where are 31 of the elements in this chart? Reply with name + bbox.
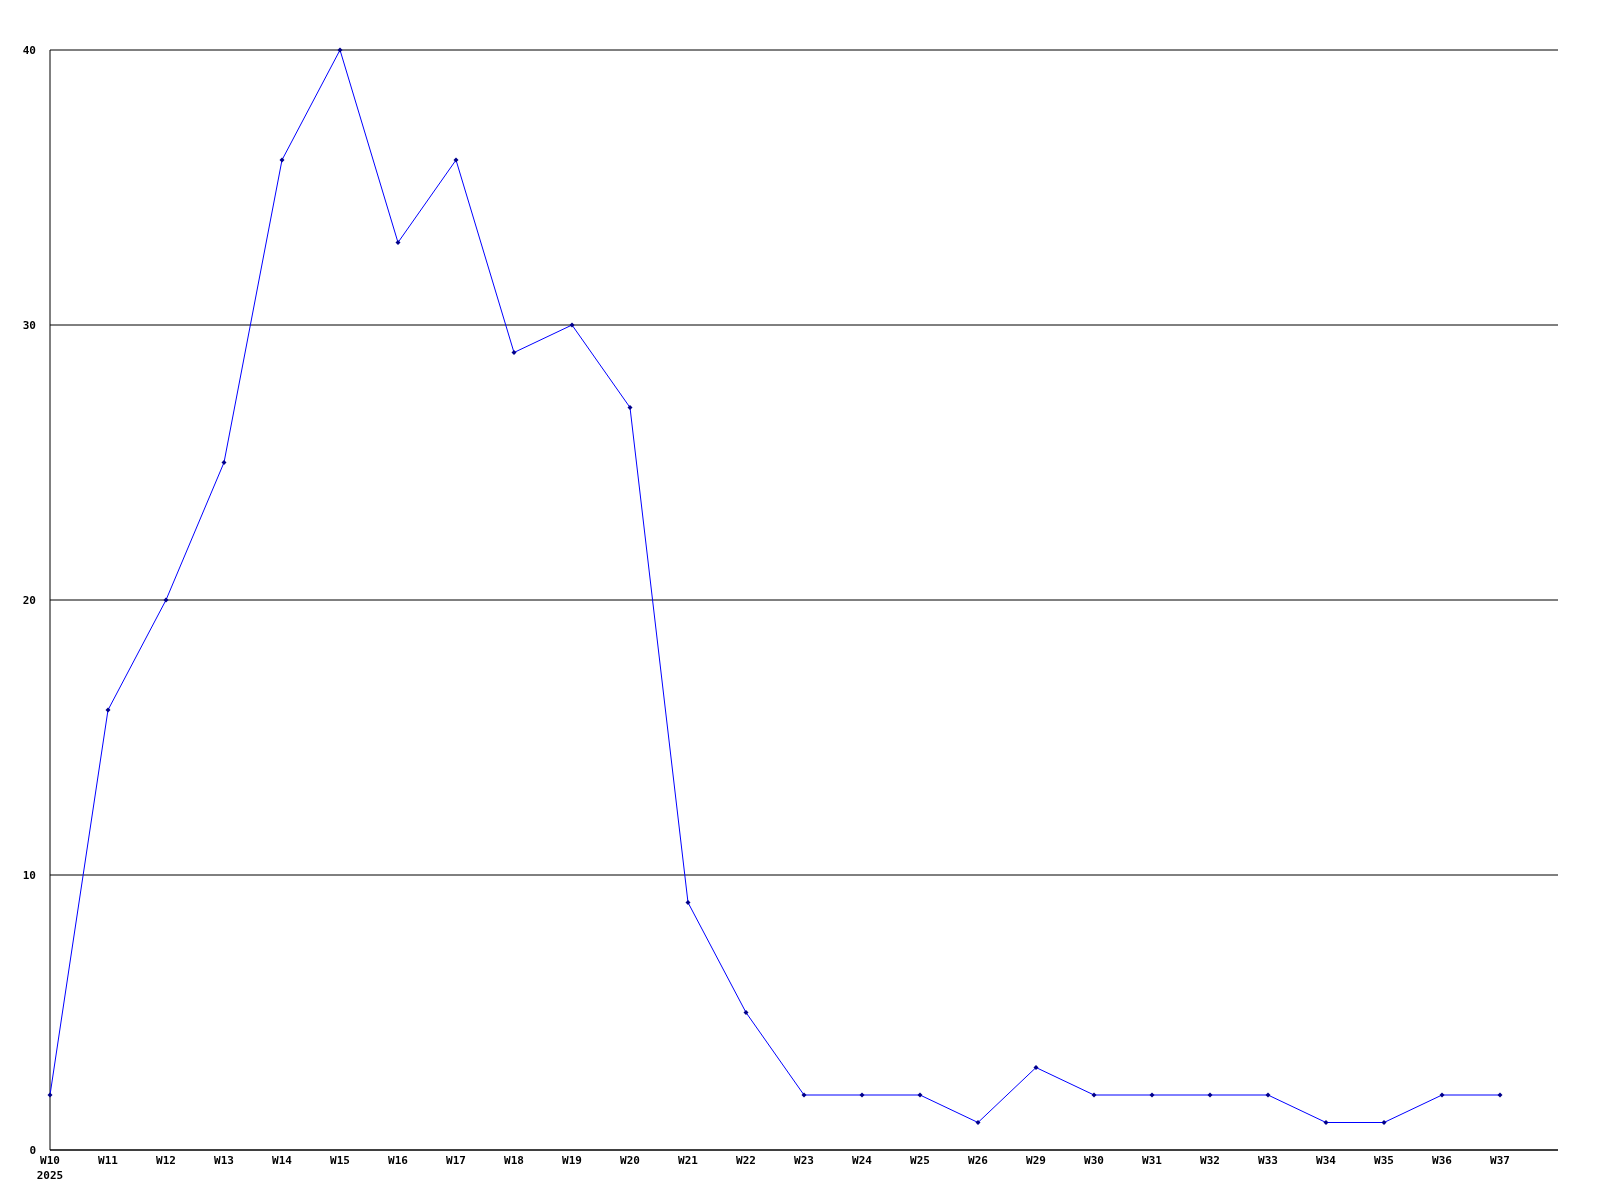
x-tick-label: W36	[1432, 1154, 1453, 1167]
x-tick-label: W25	[910, 1154, 930, 1167]
x-tick-label: W31	[1142, 1154, 1163, 1167]
y-tick-label: 40	[22, 44, 36, 57]
y-tick-label: 20	[22, 594, 36, 607]
x-tick-label: W12	[156, 1154, 176, 1167]
x-tick-label: W34	[1316, 1154, 1337, 1167]
x-tick-label: W19	[562, 1154, 582, 1167]
x-tick-label: W10 2025	[36, 1154, 64, 1182]
x-tick-label: W33	[1258, 1154, 1278, 1167]
x-tick-label: W14	[272, 1154, 293, 1167]
x-tick-label: W22	[736, 1154, 756, 1167]
x-tick-label: W24	[852, 1154, 873, 1167]
y-tick-label: 30	[22, 319, 36, 332]
x-tick-label: W32	[1200, 1154, 1220, 1167]
y-tick-label: 10	[22, 869, 36, 882]
x-tick-label: W29	[1026, 1154, 1046, 1167]
x-tick-label: W13	[214, 1154, 234, 1167]
x-tick-label: W17	[446, 1154, 466, 1167]
x-tick-label: W23	[794, 1154, 814, 1167]
x-tick-label: W35	[1374, 1154, 1394, 1167]
x-tick-label: W26	[968, 1154, 989, 1167]
x-tick-label: W21	[678, 1154, 699, 1167]
x-tick-label: W18	[504, 1154, 524, 1167]
y-tick-label: 0	[29, 1144, 36, 1157]
x-tick-label: W16	[388, 1154, 409, 1167]
x-tick-label: W20	[620, 1154, 640, 1167]
x-tick-label: W30	[1084, 1154, 1104, 1167]
x-tick-label: W11	[98, 1154, 119, 1167]
x-tick-label: W37	[1490, 1154, 1510, 1167]
x-tick-label: W15	[330, 1154, 350, 1167]
